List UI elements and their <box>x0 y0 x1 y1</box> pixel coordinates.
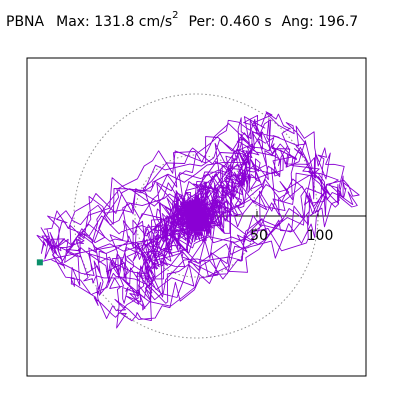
max-unit: cm/s <box>138 13 173 30</box>
per-label: Per: <box>188 13 216 30</box>
station-code: PBNA <box>6 13 45 30</box>
per-value: 0.460 <box>219 13 260 30</box>
end-marker <box>36 259 43 266</box>
x-tick-label-100: 100 <box>307 228 334 244</box>
motion-trace <box>36 111 360 329</box>
x-tick-label-50: 50 <box>250 228 268 244</box>
max-label: Max: <box>56 13 90 30</box>
tick-labels: 50 100 <box>250 228 333 244</box>
end-marker-group <box>36 259 43 266</box>
chart-header: PBNA Max: 131.8 cm/s2 Per: 0.460 s Ang: 196… <box>6 10 359 30</box>
max-value: 131.8 <box>94 13 135 30</box>
ang-label: Ang: <box>281 13 314 30</box>
per-unit: s <box>264 13 272 30</box>
ang-value: 196.7 <box>318 13 359 30</box>
plot-frame <box>26 57 367 377</box>
max-unit-exponent: 2 <box>172 10 179 21</box>
motion-trace-line <box>36 111 360 329</box>
